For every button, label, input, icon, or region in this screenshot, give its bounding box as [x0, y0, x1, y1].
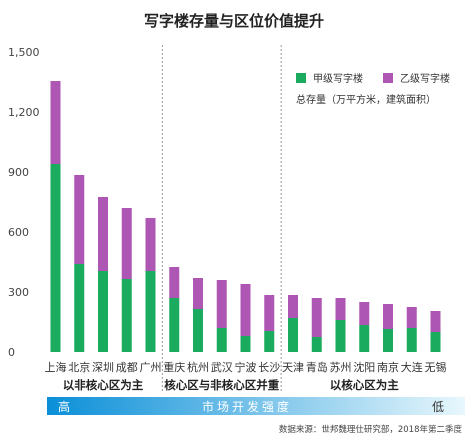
x-tick-label: 苏州: [330, 361, 352, 374]
bar-grade-a-6: [193, 309, 203, 352]
x-tick-label: 沈阳: [353, 360, 375, 374]
x-tick-label: 深圳: [92, 361, 114, 374]
bar-grade-b-10: [288, 295, 298, 318]
bar-grade-b-4: [145, 218, 156, 271]
y-tick-label: 900: [8, 166, 29, 179]
bar-grade-b-6: [193, 278, 203, 309]
bar-grade-b-7: [216, 280, 227, 328]
x-axis-labels: 上海 北京 深圳 成都 广州 重庆 杭州 武汉 宁波 长沙 天津 青岛 苏州 沈阳 南京 大连 无锡: [45, 360, 447, 374]
bar-grade-a-4: [145, 271, 156, 352]
bar-grade-a-12: [335, 320, 346, 352]
bar-grade-b-11: [311, 298, 322, 337]
bar-grade-b-5: [169, 267, 180, 298]
bar-grade-b-12: [335, 298, 346, 320]
group-label: 核心区与非核心区并重: [164, 378, 279, 392]
y-tick-label: 1,200: [8, 106, 40, 119]
bar-grade-a-8: [240, 336, 251, 352]
bar-grade-b-2: [98, 197, 108, 271]
bar-grade-a-11: [311, 337, 322, 352]
source-note: 数据来源：世邦魏理仕研究部，2018年第二季度: [279, 424, 463, 435]
bar-grade-b-9: [264, 295, 275, 331]
intensity-bar: 高 市场开发强度 低: [47, 397, 465, 415]
bar-grade-a-5: [169, 298, 180, 352]
bar-grade-a-14: [383, 329, 393, 352]
legend-swatch-grade-b: [383, 73, 393, 83]
bar-grade-a-15: [406, 328, 417, 352]
bar-grade-b-16: [430, 311, 441, 332]
legend-label-grade-b: 乙级写字楼: [400, 72, 450, 85]
x-tick-label: 北京: [68, 360, 90, 374]
x-tick-label: 天津: [282, 361, 304, 374]
x-tick-label: 杭州: [187, 360, 209, 374]
x-tick-label: 南京: [377, 360, 399, 374]
y-tick-label: 300: [8, 286, 29, 299]
bar-grade-b-1: [74, 175, 85, 264]
group-separators: [161, 45, 282, 392]
bar-grade-a-3: [121, 279, 132, 352]
bar-grade-a-1: [74, 264, 85, 352]
intensity-low-label: 低: [432, 400, 444, 414]
x-tick-label: 青岛: [306, 360, 328, 374]
x-tick-label: 成都: [116, 361, 138, 374]
group-label: 以非核心区为主: [63, 378, 144, 392]
unit-note: 总存量（万平方米，建筑面积）: [296, 93, 436, 106]
x-tick-label: 武汉: [211, 361, 233, 374]
bar-grade-b-0: [50, 81, 61, 164]
intensity-label: 市场开发强度: [202, 399, 292, 414]
bar-grade-b-3: [121, 208, 132, 279]
x-tick-label: 广州: [140, 361, 162, 374]
x-tick-label: 无锡: [425, 360, 447, 374]
bar-grade-a-0: [50, 164, 61, 352]
group-label: 以核心区为主: [330, 378, 399, 392]
x-tick-label: 上海: [45, 360, 67, 374]
bar-grade-b-8: [240, 284, 251, 336]
x-tick-label: 大连: [401, 360, 423, 374]
legend-label-grade-a: 甲级写字楼: [313, 72, 363, 85]
bar-grade-b-13: [359, 302, 370, 325]
y-tick-label: 0: [8, 346, 15, 359]
bar-grade-a-2: [98, 271, 108, 352]
bar-series: [50, 81, 441, 352]
legend: 甲级写字楼 乙级写字楼 总存量（万平方米，建筑面积）: [296, 72, 450, 106]
legend-swatch-grade-a: [296, 73, 306, 83]
x-tick-label: 宁波: [235, 360, 257, 374]
intensity-gradient: [47, 397, 465, 415]
y-tick-label: 600: [8, 226, 29, 239]
chart-title: 写字楼存量与区位价值提升: [144, 12, 324, 30]
group-labels: 以非核心区为主 核心区与非核心区并重 以核心区为主: [63, 378, 399, 392]
bar-grade-a-16: [430, 332, 441, 352]
x-tick-label: 重庆: [163, 360, 185, 374]
x-tick-label: 长沙: [258, 361, 280, 374]
bar-grade-a-10: [288, 318, 298, 352]
bar-grade-a-7: [216, 328, 227, 352]
bar-grade-a-13: [359, 325, 370, 352]
intensity-high-label: 高: [58, 399, 70, 414]
y-tick-label: 1,500: [8, 46, 40, 59]
bar-grade-a-9: [264, 331, 275, 352]
y-axis: 0 300 600 900 1,200 1,500: [8, 46, 40, 359]
bar-grade-b-15: [406, 307, 417, 328]
bar-grade-b-14: [383, 304, 393, 329]
